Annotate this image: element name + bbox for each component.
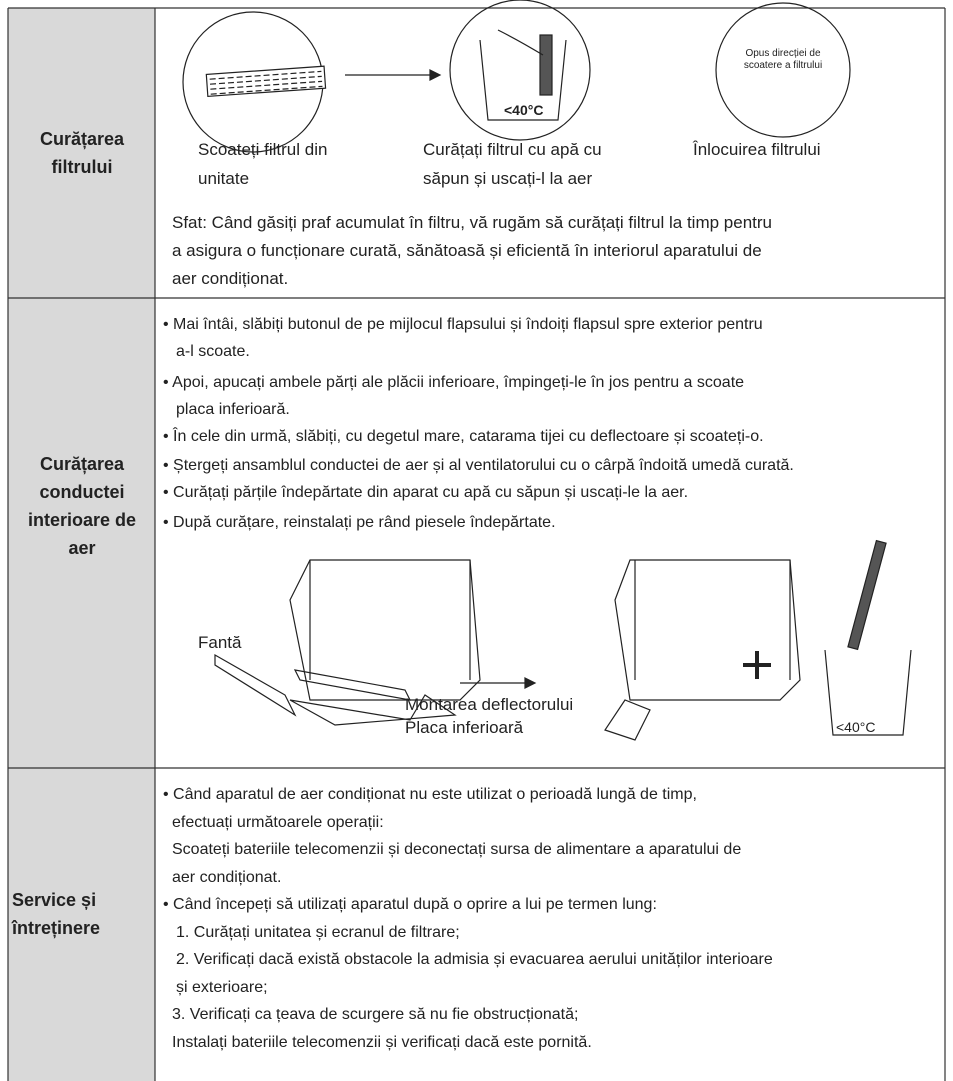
caption: săpun și uscați-l la aer	[423, 169, 593, 188]
figure-label: <40°C	[836, 719, 876, 735]
section-heading: Service și întreținere	[12, 890, 101, 938]
instruction-line: efectuați următoarele operații:	[172, 813, 384, 831]
instruction-line: Instalați bateriile telecomenzii și veri…	[172, 1033, 592, 1051]
instruction-line: Scoateți bateriile telecomenzii și decon…	[172, 841, 742, 858]
tip-text: Sfat: Când găsiți praf acumulat în filtr…	[172, 213, 772, 232]
instruction-line: • Mai întâi, slăbiți butonul de pe mijlo…	[163, 316, 763, 333]
instruction-line: • Curățați părțile îndepărtate din apara…	[163, 484, 689, 501]
caption: unitate	[198, 169, 250, 188]
tip-text: aer condiționat.	[172, 269, 289, 288]
instruction-line: • Apoi, apucați ambele părți ale plăcii …	[163, 374, 745, 391]
instruction-line: • Ștergeți ansamblul conductei de aer și…	[163, 457, 794, 474]
section-heading: Curățarea conductei interioare de aer	[27, 454, 137, 558]
figure-label: Placa inferioară	[405, 718, 524, 737]
caption: Înlocuirea filtrului	[693, 140, 821, 159]
figure-label: Montarea deflectorului	[405, 695, 574, 714]
instruction-line: • În cele din urmă, slăbiți, cu degetul …	[163, 428, 764, 445]
instruction-line: • Când începeți să utilizați aparatul du…	[163, 896, 657, 913]
figure-label: Fantă	[198, 633, 242, 652]
instruction-line: aer condiționat.	[172, 868, 282, 886]
instruction-line: și exterioare;	[176, 978, 268, 996]
instruction-line: a-l scoate.	[176, 343, 250, 360]
caption: Curățați filtrul cu apă cu	[423, 140, 602, 159]
instruction-line: 1. Curățați unitatea și ecranul de filtr…	[176, 923, 460, 941]
caption: Scoateți filtrul din	[198, 140, 328, 159]
instruction-line: placa inferioară.	[176, 401, 290, 418]
circle-label: Opus direcției de scoatere a filtrului	[743, 48, 823, 71]
tip-text: a asigura o funcționare curată, sănătoas…	[172, 241, 762, 260]
instruction-line: • După curățare, reinstalați pe rând pie…	[163, 514, 556, 531]
instruction-line: 2. Verificați dacă există obstacole la a…	[176, 951, 773, 968]
instruction-line: • Când aparatul de aer condiționat nu es…	[163, 786, 697, 803]
section-heading: Curățarea filtrului	[39, 129, 125, 177]
instruction-line: 3. Verificați ca țeava de scurgere să nu…	[172, 1006, 579, 1023]
temperature-label: <40°C	[504, 102, 544, 118]
